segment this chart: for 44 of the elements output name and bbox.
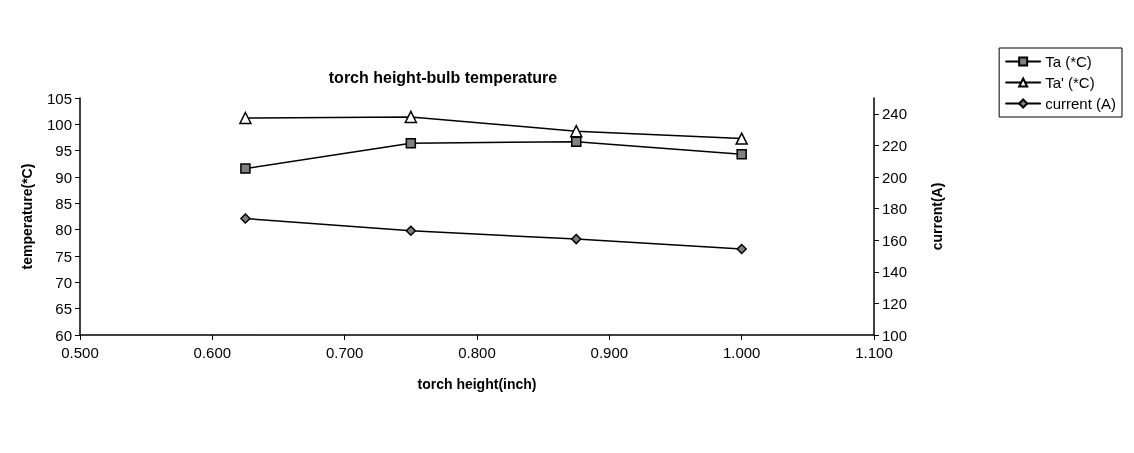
point (736, 149, 747, 160)
y2-tick-label: 240 (882, 105, 908, 123)
y-tick-label: 100 (46, 115, 72, 133)
y2-tick-label: 200 (882, 168, 908, 186)
y-tick-label: 85 (55, 194, 72, 212)
x-tick-label: 0.500 (61, 344, 99, 361)
y-tick-label: 105 (46, 89, 72, 107)
y2-axis-title: current(A) (929, 182, 945, 251)
point (404, 110, 418, 124)
chart-title: torch height-bulb temperature (328, 68, 558, 86)
y-tick-label: 75 (55, 247, 72, 265)
y-axis-title: temperature(*C) (19, 163, 35, 270)
x-tick-label: 0.600 (193, 344, 232, 361)
point (239, 111, 252, 125)
y-tick-label: 80 (55, 221, 72, 239)
point (736, 243, 747, 255)
legend-label: current (A) (1045, 95, 1117, 112)
point (240, 213, 251, 224)
y2-tick-label: 220 (882, 136, 908, 154)
y2-tick-label: 180 (882, 200, 908, 218)
x-axis-title: torch height(inch) (417, 376, 537, 392)
x-tick-label: 0.900 (590, 344, 629, 361)
x-tick-label: 0.700 (325, 344, 364, 361)
point (240, 163, 251, 174)
point (571, 233, 582, 245)
point (571, 136, 582, 147)
legend-label: Ta (*C) (1045, 53, 1092, 70)
y-tick-label: 90 (55, 168, 72, 186)
y2-tick-label: 100 (882, 326, 908, 344)
y2-tick-label: 140 (882, 263, 908, 281)
point (405, 225, 417, 236)
point (405, 138, 417, 149)
legend-label: Ta' (*C) (1045, 74, 1095, 91)
y-tick-label: 65 (55, 300, 72, 318)
y-tick-label: 60 (55, 326, 72, 344)
point (570, 124, 583, 138)
point (735, 132, 748, 145)
y-tick-label: 95 (55, 142, 72, 160)
x-tick-label: 1.000 (722, 344, 761, 361)
y-tick-label: 70 (55, 273, 72, 291)
y2-tick-label: 160 (882, 231, 908, 249)
y2-tick-label: 120 (882, 294, 908, 312)
x-tick-label: 0.800 (458, 344, 496, 361)
x-tick-label: 1.100 (855, 344, 893, 361)
